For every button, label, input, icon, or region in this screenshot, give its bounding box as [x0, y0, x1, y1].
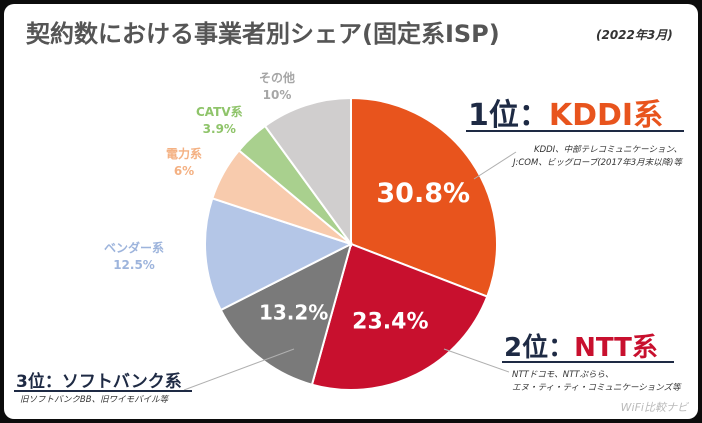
rank-first-name: KDDI系 [548, 98, 664, 133]
pie-slice-vendor [204, 197, 354, 312]
other-name-label: その他 [259, 71, 296, 85]
other-value-label: 10% [262, 88, 292, 102]
rank-second-note: NTTドコモ、NTTぷらら、 エヌ・ティ・ティ・コミュニケーションズ等 [512, 369, 681, 395]
power-name-label: 電力系 [166, 147, 203, 161]
vendor-value-label: 12.5% [113, 258, 155, 272]
other-outside-label: その他 10% [259, 70, 295, 104]
pie-chart: 30.8% 23.4% 13.2% [183, 96, 517, 391]
pie-slice-softbank [219, 242, 353, 386]
rank-second-name: NTT系 [574, 333, 658, 363]
chart-title: 契約数における事業者別シェア(固定系ISP) [26, 20, 500, 48]
rank-third-note: 旧ソフトバンクBB、旧ワイモバイル等 [20, 394, 168, 407]
leader-line-kddi [473, 151, 517, 180]
rank-third-position: 3位： [16, 372, 62, 392]
chart-card: 契約数における事業者別シェア(固定系ISP) (2022年3月) 30.8% 23… [4, 4, 698, 419]
rank-second-note-line: エヌ・ティ・ティ・コミュニケーションズ等 [512, 383, 681, 393]
rank-third-underline [14, 390, 192, 392]
pie-value-label-kddi: 30.8% [376, 178, 470, 209]
rank-first-underline [466, 130, 684, 132]
pie-value-label-softbank: 13.2% [259, 301, 328, 325]
rank-first-position: 1位： [468, 98, 549, 133]
power-value-label: 6% [173, 164, 195, 178]
pie-slice-kddi [350, 96, 498, 298]
rank-first: 1位：KDDI系 [468, 90, 663, 134]
rank-second-position: 2位： [504, 333, 575, 363]
vendor-name-label: ベンダー系 [104, 241, 165, 255]
rank-second: 2位：NTT系 [504, 327, 658, 364]
rank-third: 3位：ソフトバンク系 [16, 367, 182, 392]
rank-second-underline [502, 361, 674, 363]
pie-value-label-ntt: 23.4% [352, 309, 428, 334]
pie-slice-other [263, 96, 352, 248]
power-outside-label: 電力系 6% [166, 146, 202, 180]
catv-value-label: 3.9% [202, 122, 236, 136]
leader-line-ntt [443, 348, 510, 373]
leader-line-softbank [183, 348, 295, 391]
rank-first-note-line: KDDI、中部テレコミュニケーション、 [534, 145, 682, 155]
rank-third-note-line: 旧ソフトバンクBB、旧ワイモバイル等 [20, 395, 169, 405]
vendor-outside-label: ベンダー系 12.5% [104, 240, 164, 274]
pie-slice-ntt [310, 242, 489, 391]
watermark: WiFi比較ナビ [620, 401, 688, 414]
rank-first-note: KDDI、中部テレコミュニケーション、 J:COM、ビッグローブ(2017年3月… [504, 144, 682, 170]
chart-subtitle: (2022年3月) [596, 28, 673, 42]
catv-name-label: CATV系 [196, 105, 243, 119]
catv-outside-label: CATV系 3.9% [196, 104, 243, 138]
rank-first-note-line: J:COM、ビッグローブ(2017年3月末以降)等 [513, 158, 682, 168]
rank-third-name: ソフトバンク系 [61, 372, 182, 392]
rank-second-note-line: NTTドコモ、NTTぷらら、 [512, 370, 614, 380]
